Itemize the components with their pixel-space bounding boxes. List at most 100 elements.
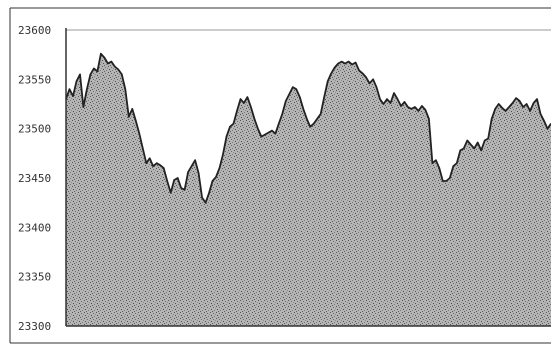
data-point xyxy=(327,80,329,82)
data-point xyxy=(438,167,440,169)
data-point xyxy=(428,118,430,120)
data-point xyxy=(508,106,510,108)
data-point xyxy=(498,103,500,105)
data-point xyxy=(515,97,517,99)
data-point xyxy=(236,110,238,112)
data-point xyxy=(320,113,322,115)
data-point xyxy=(299,96,301,98)
data-point xyxy=(414,106,416,108)
data-point xyxy=(407,106,409,108)
data-point xyxy=(156,162,158,164)
data-point xyxy=(313,123,315,125)
data-point xyxy=(456,162,458,164)
data-point xyxy=(431,162,433,164)
data-point xyxy=(546,128,549,130)
data-point xyxy=(484,139,486,142)
data-point xyxy=(452,165,454,167)
data-point xyxy=(480,149,482,151)
data-point xyxy=(424,109,426,111)
data-point xyxy=(205,202,207,204)
data-point xyxy=(128,116,130,118)
data-point xyxy=(177,177,179,179)
data-point xyxy=(501,107,503,109)
data-point xyxy=(257,128,259,130)
data-point xyxy=(253,118,255,120)
data-point xyxy=(239,98,242,100)
data-point xyxy=(187,171,189,173)
data-point xyxy=(473,147,475,149)
data-point xyxy=(142,147,144,149)
data-point xyxy=(159,164,161,166)
y-tick-label: 23350 xyxy=(18,271,51,284)
data-point xyxy=(372,78,374,80)
data-point xyxy=(369,82,371,84)
data-point xyxy=(135,120,137,122)
data-point xyxy=(267,132,269,134)
data-point xyxy=(449,177,451,179)
data-point xyxy=(417,110,419,112)
data-point xyxy=(442,180,444,182)
data-point xyxy=(302,108,304,110)
y-tick-label: 23400 xyxy=(18,221,51,234)
data-point xyxy=(288,93,290,95)
data-point xyxy=(358,69,360,72)
data-point xyxy=(393,92,395,94)
data-point xyxy=(260,136,262,138)
data-point xyxy=(410,108,412,110)
data-point xyxy=(323,96,325,98)
data-point xyxy=(68,88,71,90)
data-point xyxy=(400,105,402,107)
data-point xyxy=(271,130,273,132)
data-point xyxy=(435,159,437,161)
data-point xyxy=(341,61,343,63)
y-tick-label: 23450 xyxy=(18,172,51,185)
data-point xyxy=(355,62,357,64)
data-point xyxy=(505,110,507,112)
data-point xyxy=(511,102,514,104)
data-point xyxy=(170,192,172,194)
data-point xyxy=(152,165,154,167)
data-point xyxy=(264,134,266,136)
data-point xyxy=(229,126,231,128)
data-point xyxy=(225,136,228,138)
data-point xyxy=(389,102,392,104)
data-point xyxy=(184,189,186,191)
data-point xyxy=(281,113,283,115)
y-tick-label: 23500 xyxy=(18,123,51,136)
data-point xyxy=(201,197,203,199)
data-point xyxy=(344,62,346,65)
y-tick-label: 23300 xyxy=(18,320,51,333)
data-point xyxy=(491,118,493,120)
data-point xyxy=(131,108,133,110)
data-point xyxy=(86,88,88,90)
data-point xyxy=(166,180,168,182)
data-point xyxy=(173,179,175,181)
data-point xyxy=(198,172,200,174)
data-point xyxy=(114,65,116,68)
data-point xyxy=(124,88,126,90)
data-point xyxy=(466,139,468,142)
data-point xyxy=(215,176,217,178)
data-point xyxy=(533,102,535,104)
data-point xyxy=(89,73,91,75)
data-point xyxy=(208,192,210,194)
data-point xyxy=(82,106,84,108)
data-point xyxy=(250,106,252,108)
data-point xyxy=(103,57,105,59)
data-point xyxy=(75,80,78,82)
data-point xyxy=(145,162,147,164)
data-point xyxy=(330,72,332,74)
data-point xyxy=(306,118,308,120)
data-point xyxy=(382,103,385,105)
data-point xyxy=(459,149,461,151)
y-axis-ticks: 23600 23550 23500 23450 23400 23350 23300 xyxy=(18,24,51,333)
data-point xyxy=(487,137,489,140)
data-point xyxy=(543,120,545,122)
data-point xyxy=(309,126,311,128)
data-point xyxy=(386,98,388,100)
data-point xyxy=(316,118,318,120)
data-point xyxy=(539,113,542,115)
data-point xyxy=(100,53,102,55)
data-point xyxy=(285,100,287,102)
data-point xyxy=(295,88,297,90)
